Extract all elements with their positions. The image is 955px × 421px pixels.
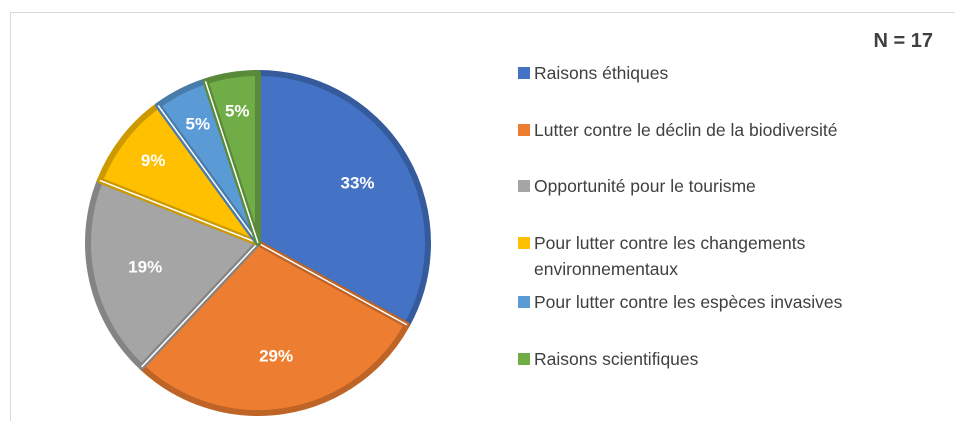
legend-label: Raisons éthiques	[534, 63, 669, 83]
frame	[10, 12, 955, 421]
slice-separator	[99, 179, 259, 244]
legend-item: Pour lutter contre les changements envir…	[518, 230, 928, 282]
legend-swatch	[518, 180, 530, 192]
legend-swatch	[518, 353, 530, 365]
legend-item: Pour lutter contre les espèces invasives	[518, 289, 928, 315]
data-label: 5%	[225, 102, 250, 121]
legend-label: Pour lutter contre les espèces invasives	[534, 292, 843, 312]
pie-slice	[138, 240, 410, 416]
legend-item: Opportunité pour le tourisme	[518, 173, 928, 199]
slice-separator	[204, 81, 259, 244]
legend-item: Lutter contre le déclin de la biodiversi…	[518, 117, 928, 143]
legend-label: Lutter contre le déclin de la biodiversi…	[534, 120, 838, 140]
legend-swatch	[518, 237, 530, 249]
legend-item: Raisons éthiques	[518, 60, 928, 86]
legend-swatch	[518, 296, 530, 308]
legend-swatch	[518, 124, 530, 136]
data-label: 29%	[259, 347, 293, 366]
pie-slice	[255, 70, 431, 328]
legend-label: Pour lutter contre les changements envir…	[534, 233, 806, 279]
data-label: 33%	[340, 174, 374, 193]
data-label: 5%	[186, 114, 211, 133]
slice-separator	[257, 242, 408, 326]
legend-label: Raisons scientifiques	[534, 349, 699, 369]
slice-separator	[141, 242, 259, 368]
annotation: N = 17	[873, 30, 933, 52]
data-label: 9%	[141, 151, 166, 170]
legend-item: Raisons scientifiques	[518, 346, 928, 372]
legend-swatch	[518, 67, 530, 79]
data-label: 19%	[128, 258, 162, 277]
slice-separator	[157, 105, 259, 244]
legend-label: Opportunité pour le tourisme	[534, 176, 756, 196]
